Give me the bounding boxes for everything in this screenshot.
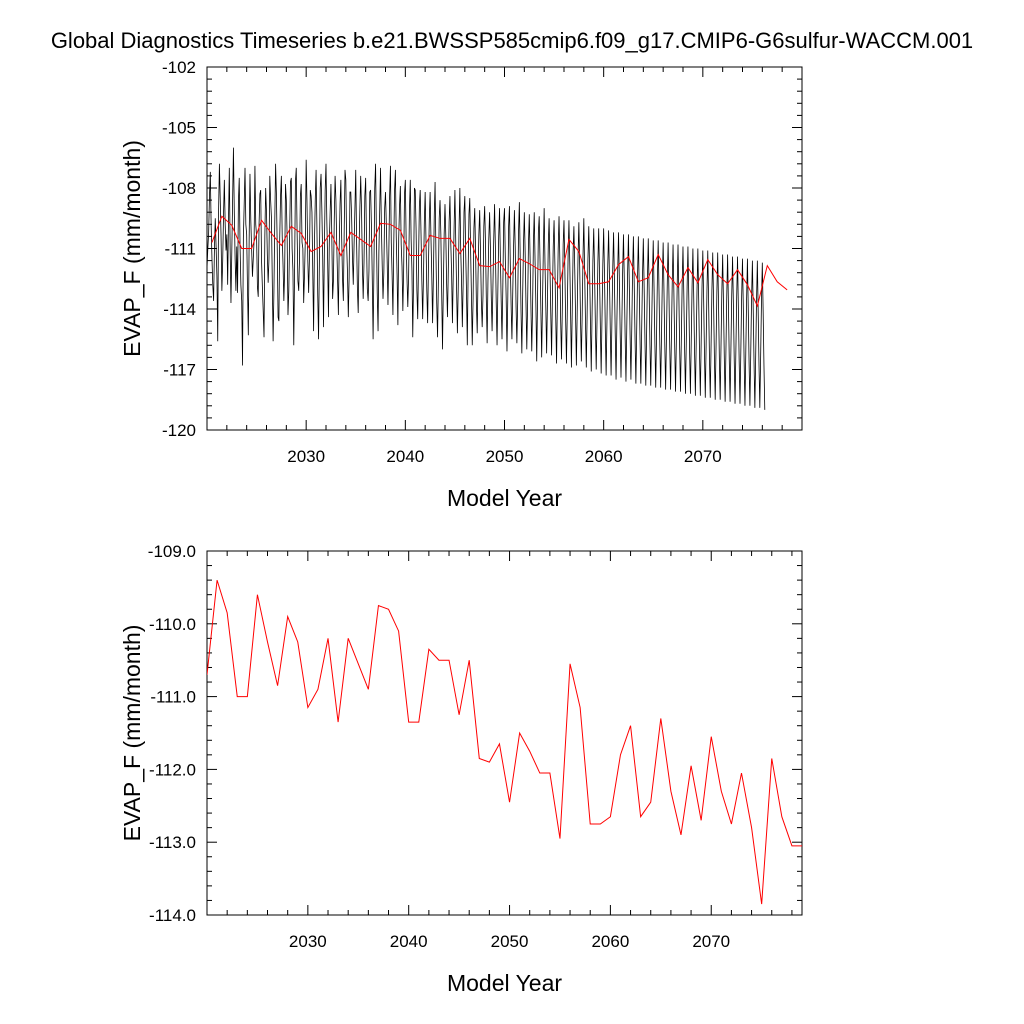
x-tick-label: 2030 [287, 447, 325, 466]
annual-mean-line-1 [211, 215, 788, 308]
x-tick-label: 2060 [585, 447, 623, 466]
annual-mean-line-2 [207, 579, 802, 905]
y-axis-label: EVAP_F (mm/month) [119, 625, 145, 842]
y-tick-label: -112.0 [149, 760, 196, 779]
y-tick-label: -111 [164, 240, 196, 259]
y-tick-label: -117 [163, 361, 196, 380]
y-tick-label: -113.0 [149, 833, 196, 852]
y-tick-label: -114.0 [149, 906, 196, 925]
y-tick-label: -109.0 [148, 542, 196, 561]
y-tick-label: -114 [163, 300, 196, 319]
x-axis-label: Model Year [447, 485, 562, 511]
y-tick-label: -120 [162, 421, 196, 440]
chart-title: Global Diagnostics Timeseries b.e21.BWSS… [50, 28, 974, 53]
x-axis-label: Model Year [447, 970, 562, 996]
plot-frame-1 [206, 66, 803, 431]
y-tick-label: -108 [162, 179, 196, 198]
x-tick-label: 2070 [692, 932, 730, 951]
x-tick-label: 2040 [390, 932, 428, 951]
y-tick-label: -102 [162, 58, 196, 77]
x-tick-label: 2050 [491, 932, 529, 951]
x-tick-label: 2060 [591, 932, 629, 951]
y-tick-label: -110.0 [149, 615, 196, 634]
y-axis-label: EVAP_F (mm/month) [119, 140, 145, 357]
x-tick-label: 2040 [386, 447, 424, 466]
x-tick-label: 2070 [684, 447, 722, 466]
monthly-line-1 [207, 147, 766, 410]
plot-frame-2 [206, 550, 803, 916]
x-tick-label: 2030 [289, 932, 327, 951]
y-tick-label: -111.0 [150, 688, 196, 707]
y-tick-label: -105 [162, 119, 196, 138]
x-tick-label: 2050 [486, 447, 524, 466]
